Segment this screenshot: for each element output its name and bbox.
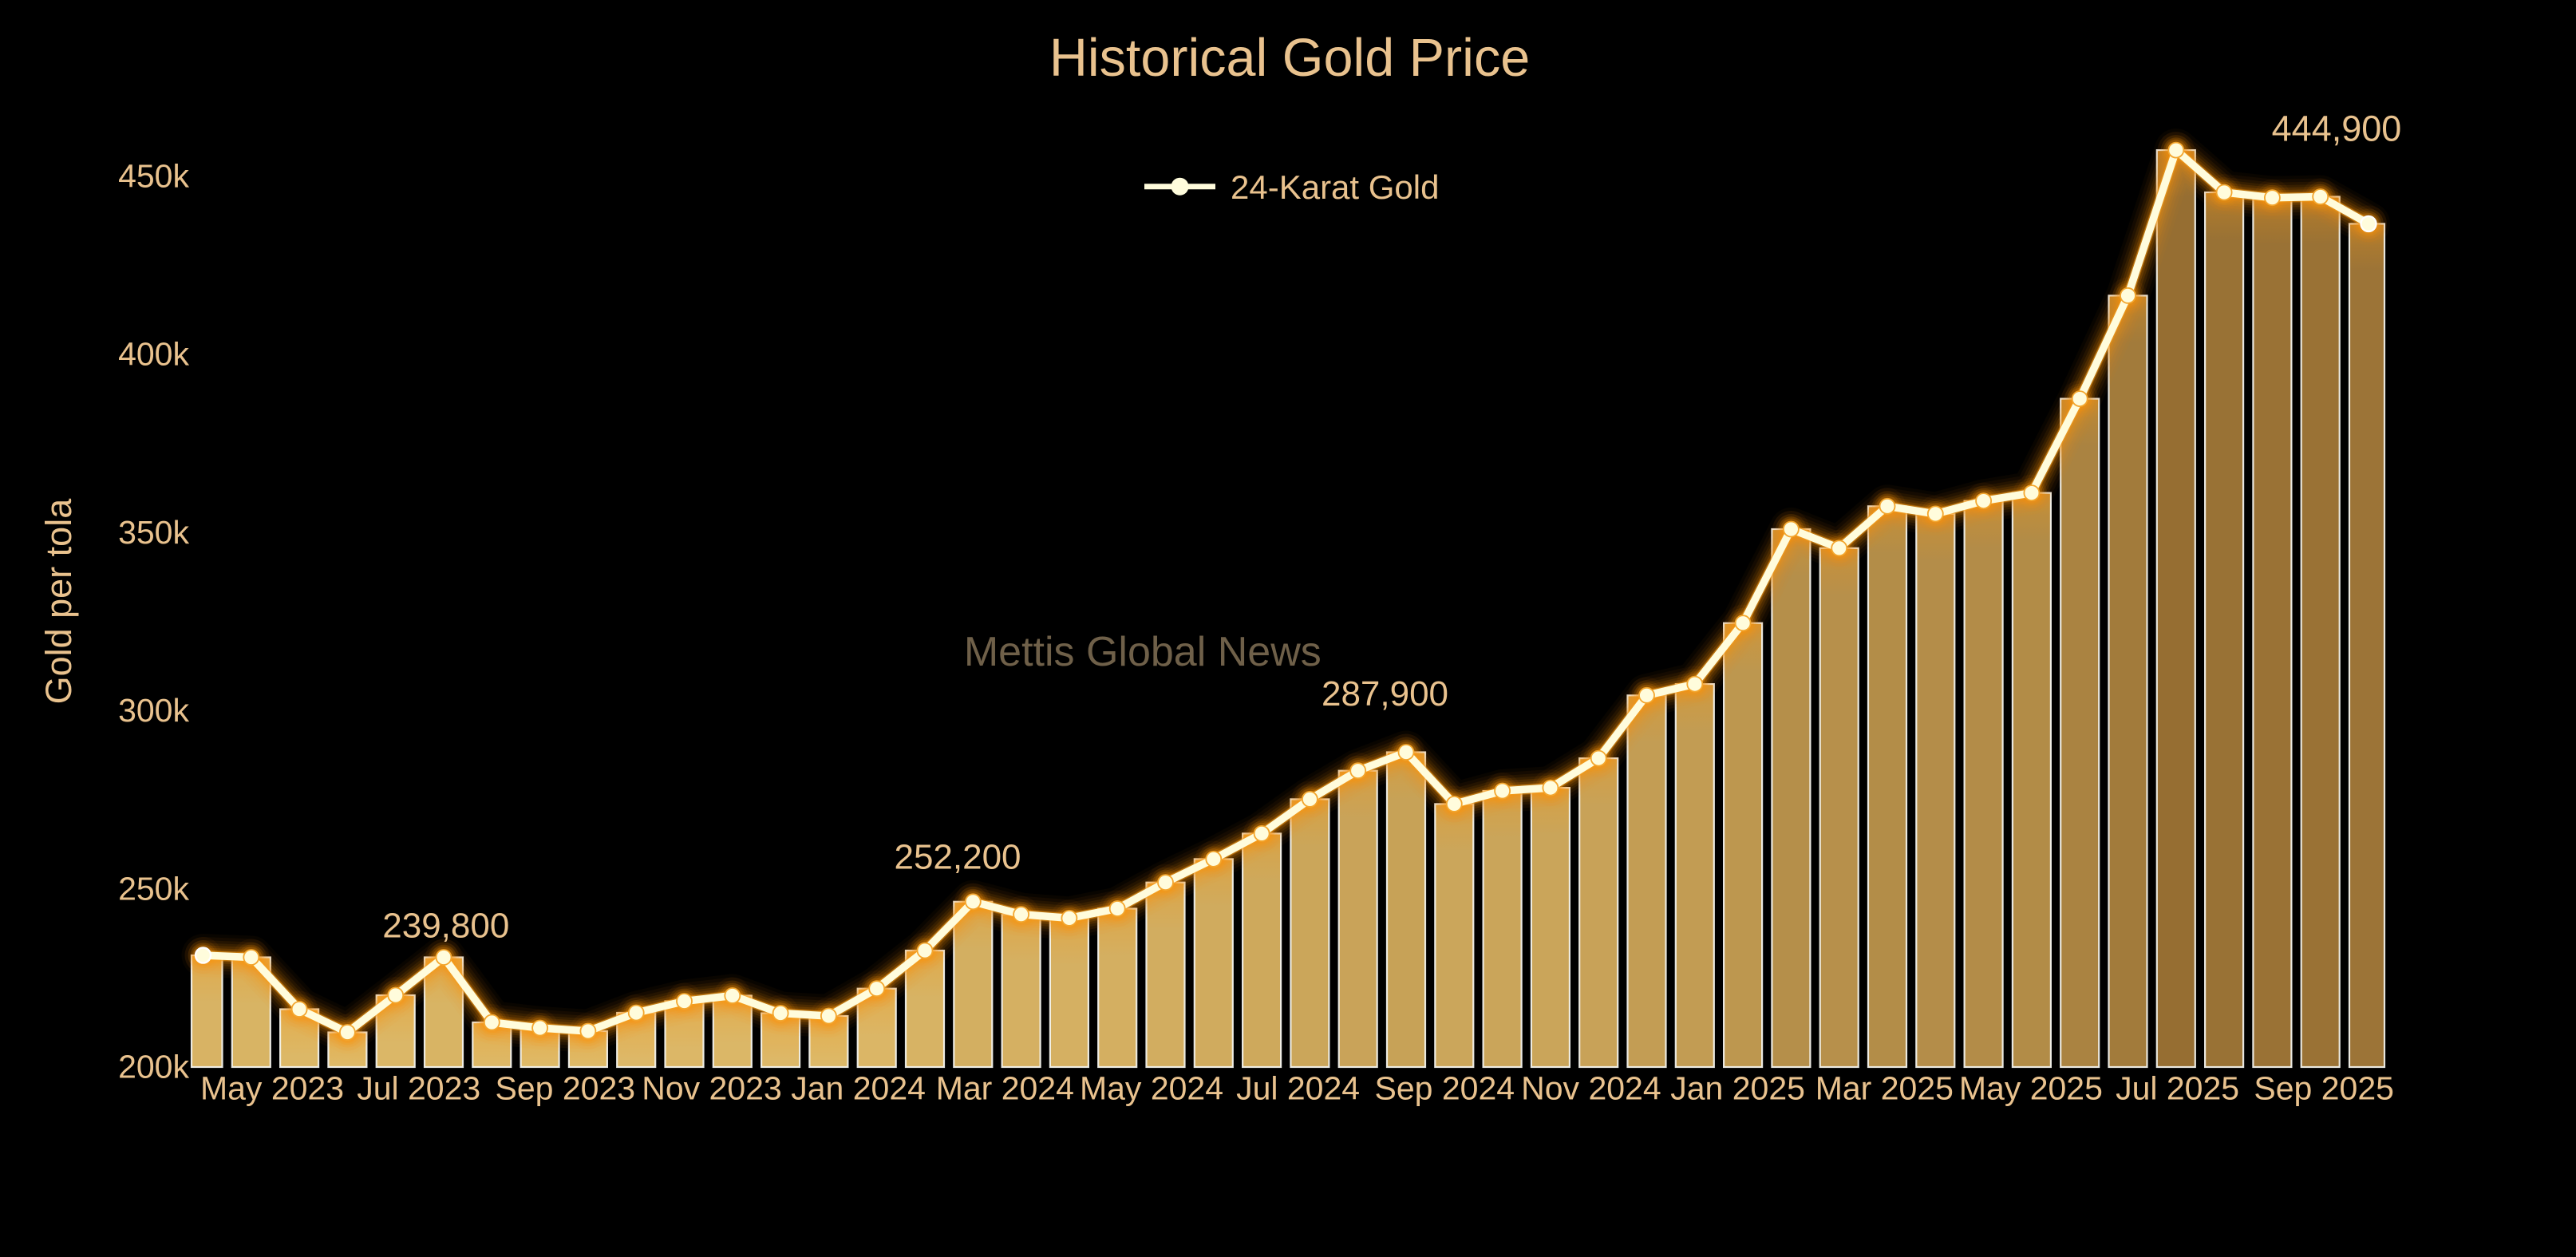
svg-text:Sep 2023: Sep 2023 xyxy=(496,1070,636,1107)
svg-text:400k: 400k xyxy=(118,336,189,373)
svg-text:Jul 2024: Jul 2024 xyxy=(1236,1070,1360,1107)
svg-text:Mar 2025: Mar 2025 xyxy=(1815,1070,1954,1107)
svg-text:Jul 2023: Jul 2023 xyxy=(357,1070,480,1107)
svg-text:Sep 2024: Sep 2024 xyxy=(1375,1070,1515,1107)
svg-text:Jan 2024: Jan 2024 xyxy=(791,1070,926,1107)
svg-text:Sep 2025: Sep 2025 xyxy=(2254,1070,2394,1107)
svg-text:Gold per tola: Gold per tola xyxy=(38,498,79,705)
svg-text:250k: 250k xyxy=(118,870,189,907)
svg-text:444,900: 444,900 xyxy=(2272,109,2402,149)
svg-text:Nov 2023: Nov 2023 xyxy=(642,1070,782,1107)
svg-text:300k: 300k xyxy=(118,692,189,729)
svg-text:200k: 200k xyxy=(118,1049,189,1085)
svg-text:287,900: 287,900 xyxy=(1322,674,1448,713)
svg-text:252,200: 252,200 xyxy=(894,838,1021,877)
svg-text:Nov 2024: Nov 2024 xyxy=(1521,1070,1661,1107)
svg-text:450k: 450k xyxy=(118,157,189,194)
svg-text:May 2025: May 2025 xyxy=(1959,1070,2103,1107)
svg-text:350k: 350k xyxy=(118,514,189,551)
svg-text:24-Karat Gold: 24-Karat Gold xyxy=(1231,168,1439,206)
svg-text:Historical Gold Price: Historical Gold Price xyxy=(1049,29,1530,88)
svg-text:239,800: 239,800 xyxy=(382,907,509,946)
svg-text:Jan 2025: Jan 2025 xyxy=(1670,1070,1805,1107)
svg-text:May 2023: May 2023 xyxy=(200,1070,344,1107)
svg-text:Jul 2025: Jul 2025 xyxy=(2116,1070,2239,1107)
svg-text:Mettis Global News: Mettis Global News xyxy=(964,629,1322,675)
svg-text:Mar 2024: Mar 2024 xyxy=(936,1070,1074,1107)
svg-text:May 2024: May 2024 xyxy=(1080,1070,1223,1107)
